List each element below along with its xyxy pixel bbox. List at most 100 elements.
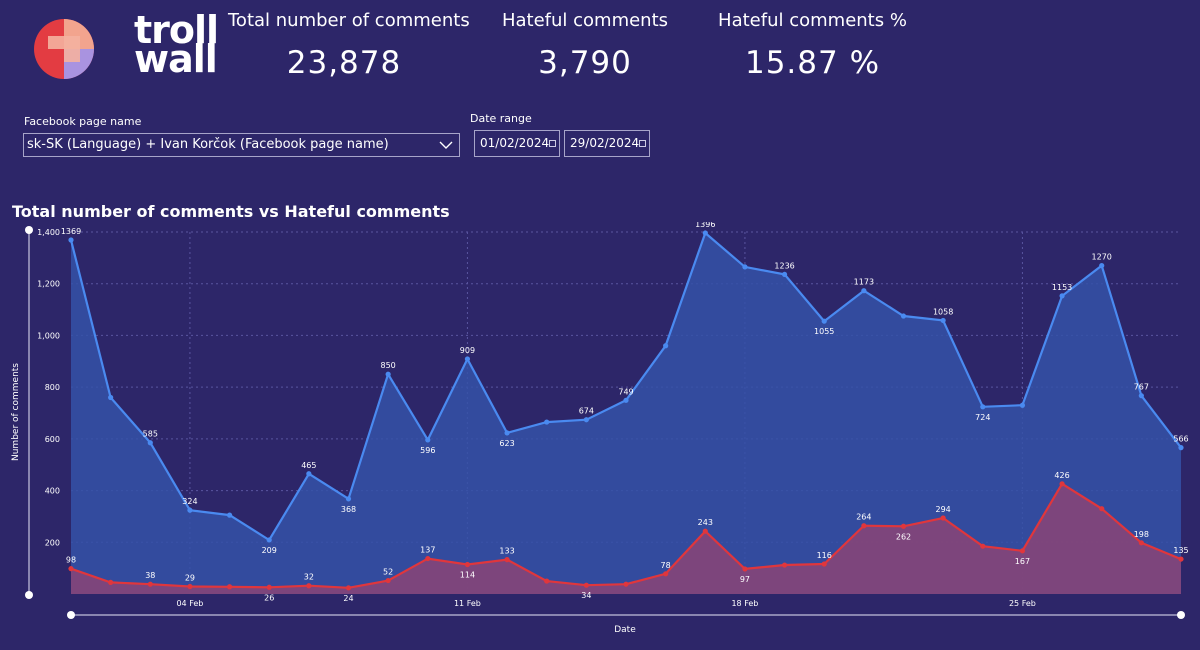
series-0-point: [68, 237, 74, 243]
x-axis-ticks: 04 Feb 11 Feb 18 Feb 25 Feb: [176, 599, 1035, 608]
kpi-title: Hateful comments: [501, 10, 669, 31]
series-1-point: [702, 528, 708, 534]
series-0-point: [504, 430, 510, 436]
series-1-data-label: 262: [896, 532, 911, 541]
series-1-point: [742, 566, 748, 572]
logo-line-1: troll: [134, 8, 219, 52]
series-1-point: [1059, 481, 1065, 487]
logo-wordmark: troll wall: [134, 8, 224, 78]
series-0-point: [623, 397, 629, 403]
series-0-point: [108, 394, 114, 401]
series-1-data-label: 24: [343, 594, 353, 603]
series-1-data-label: 116: [817, 551, 832, 560]
x-zoom-slider-handle-right[interactable]: [1177, 611, 1185, 619]
kpi-hateful-comments: Hateful comments 3,790: [490, 10, 680, 81]
series-1-data-label: 167: [1015, 557, 1030, 566]
series-1-point: [544, 578, 550, 584]
series-0-area: [71, 233, 1181, 594]
series-1-point: [583, 582, 589, 588]
series-0-point: [306, 471, 312, 477]
series-1-data-label: 34: [581, 591, 591, 600]
x-axis-label: Date: [614, 625, 636, 635]
series-1-point: [821, 561, 827, 567]
y-tick-label: 400: [45, 487, 60, 496]
series-0-point: [1019, 402, 1026, 408]
y-tick-label: 1,000: [37, 331, 60, 340]
series-0-data-label: 724: [975, 413, 990, 422]
series-0-data-label: 209: [262, 546, 277, 555]
series-1-point: [1099, 506, 1105, 512]
series-1-point: [147, 581, 153, 587]
chevron-down-icon: [439, 141, 453, 149]
series-1-point: [623, 581, 629, 587]
series-0-data-label: 324: [182, 497, 197, 506]
series-1-point: [980, 543, 986, 549]
series-0-point: [345, 496, 352, 502]
date-range-label: Date range: [470, 112, 532, 125]
series-1-data-label: 26: [264, 593, 274, 602]
series-1-data-label: 114: [460, 571, 475, 580]
series-1-data-label: 29: [185, 574, 195, 583]
date-start-value: 01/02/2024: [480, 136, 550, 150]
series-1-point: [68, 566, 74, 572]
series-0-point: [583, 417, 589, 423]
series-1-point: [266, 584, 272, 590]
series-0-point: [187, 507, 193, 513]
y-zoom-slider-handle-top[interactable]: [25, 226, 33, 234]
series-1-point: [663, 571, 669, 577]
series-0-point: [425, 437, 431, 443]
chart-title: Total number of comments vs Hateful comm…: [12, 202, 450, 221]
trollwall-logo: troll wall: [28, 11, 219, 82]
series-1-point: [781, 562, 788, 568]
facebook-page-label: Facebook page name: [24, 115, 142, 128]
series-0-data-label: 1153: [1052, 283, 1072, 292]
chart-areas: [71, 233, 1181, 594]
series-1-data-label: 52: [383, 568, 393, 577]
series-1-point: [900, 523, 907, 529]
series-1-point: [861, 523, 867, 529]
calendar-icon[interactable]: [549, 140, 556, 147]
y-tick-label: 200: [45, 538, 60, 547]
series-1-point: [464, 561, 471, 568]
series-0-point: [1178, 445, 1184, 451]
series-1-data-label: 243: [698, 518, 713, 527]
series-0-data-label: 1055: [814, 327, 834, 336]
date-end-input[interactable]: 29/02/2024: [564, 130, 650, 157]
chart-data-labels: 1369 585 324 209 465 368 850 596 909 623 674 749 139…: [61, 222, 1189, 603]
series-0-data-label: 1369: [61, 227, 81, 236]
series-0-point: [1059, 293, 1065, 299]
series-0-point: [821, 318, 827, 324]
series-0-data-label: 1236: [774, 261, 794, 270]
series-0-data-label: 767: [1134, 383, 1149, 392]
kpi-title: Hateful comments %: [718, 10, 907, 31]
y-tick-label: 600: [45, 435, 60, 444]
series-0-data-label: 566: [1173, 435, 1188, 444]
series-1-data-label: 294: [936, 505, 951, 514]
kpi-value: 23,878: [286, 45, 402, 81]
series-0-data-label: 596: [420, 446, 435, 455]
series-1-point: [385, 577, 391, 584]
series-1-data-label: 135: [1173, 546, 1188, 555]
x-zoom-slider-handle-left[interactable]: [67, 611, 75, 619]
series-1-point: [940, 515, 946, 521]
series-0-point: [663, 343, 669, 349]
series-1-data-label: 198: [1134, 530, 1149, 539]
y-tick-label: 1,400: [37, 228, 60, 237]
y-zoom-slider-handle-bottom[interactable]: [25, 591, 33, 599]
facebook-page-selected-value: sk-SK (Language) + Ivan Korčok (Facebook…: [27, 137, 389, 152]
series-0-point: [940, 317, 946, 324]
facebook-page-dropdown[interactable]: sk-SK (Language) + Ivan Korčok (Facebook…: [23, 133, 460, 157]
series-0-data-label: 368: [341, 505, 356, 514]
series-0-data-label: 850: [381, 361, 396, 370]
series-1-data-label: 264: [856, 513, 871, 522]
series-0-data-label: 623: [499, 439, 514, 448]
kpi-value: 3,790: [538, 45, 632, 81]
series-0-point: [702, 230, 708, 236]
series-1-point: [345, 585, 352, 591]
calendar-icon[interactable]: [639, 140, 646, 147]
series-1-data-label: 133: [499, 547, 514, 556]
kpi-total-comments: Total number of comments 23,878: [228, 10, 470, 81]
series-1-data-label: 426: [1054, 471, 1069, 480]
series-0-data-label: 909: [460, 346, 475, 355]
date-start-input[interactable]: 01/02/2024: [474, 130, 560, 157]
